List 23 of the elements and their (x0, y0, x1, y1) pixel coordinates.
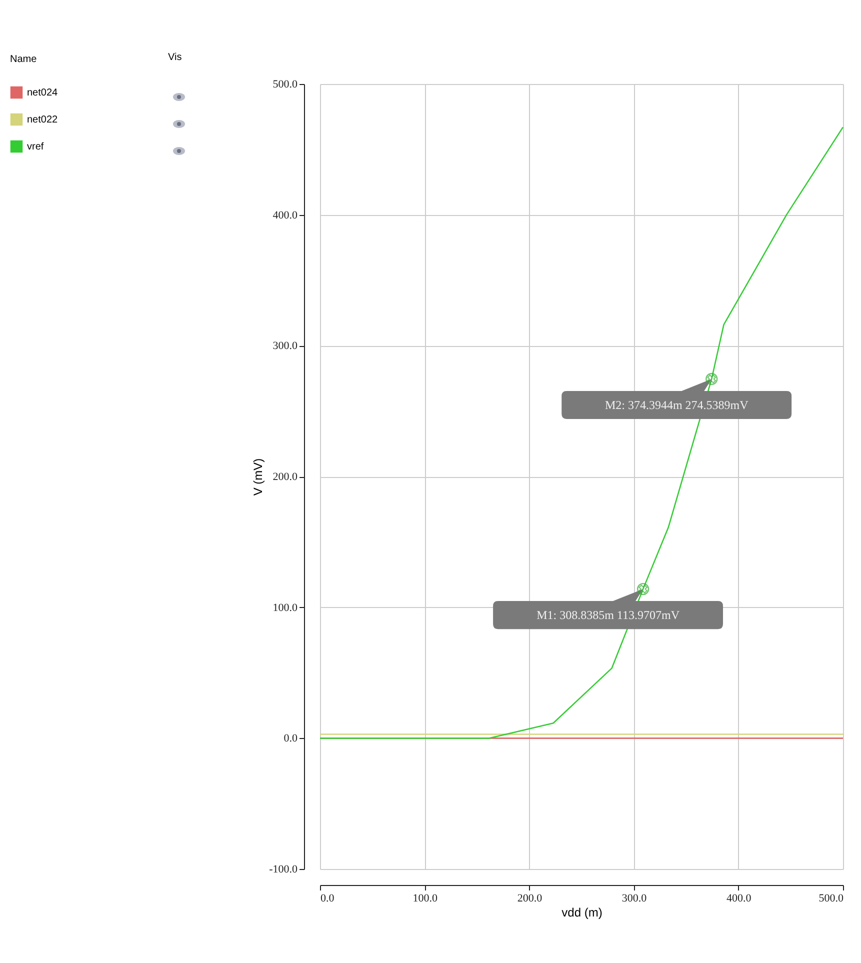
y-tick-label: 500.0 (272, 78, 298, 90)
line-series (319, 126, 844, 739)
x-tick-label: 400.0 (726, 892, 752, 904)
text: Vis (168, 52, 182, 63)
legend-title: Name (10, 54, 38, 65)
legend-label: vref (27, 142, 44, 152)
y-tick-label: 400.0 (272, 209, 298, 222)
legend-label: net022 (27, 114, 58, 126)
legend-label: net024 (27, 88, 58, 98)
y-tick-label: 100.0 (272, 602, 298, 614)
x-tick-label: 100.0 (412, 892, 438, 904)
y-tick-label: 200.0 (272, 471, 298, 483)
x-tick-label: 500.0 (818, 892, 844, 904)
x-axis-title: vdd (m) (562, 906, 602, 920)
x-tick-label: 0.0 (320, 892, 335, 904)
y-tick-label: 300.0 (272, 340, 298, 352)
y-tick-label: 0.0 (284, 732, 298, 745)
y-axis-title: V (mV) (251, 458, 266, 496)
x-tick-label: 300.0 (622, 892, 648, 904)
x-tick-label: 200.0 (517, 892, 543, 904)
annotation: M1: 308.8385m 113.9707mV (536, 608, 680, 622)
annotation: M2: 374.3944m 274.5389mV (604, 398, 749, 412)
y-tick-label: -100.0 (269, 864, 298, 876)
